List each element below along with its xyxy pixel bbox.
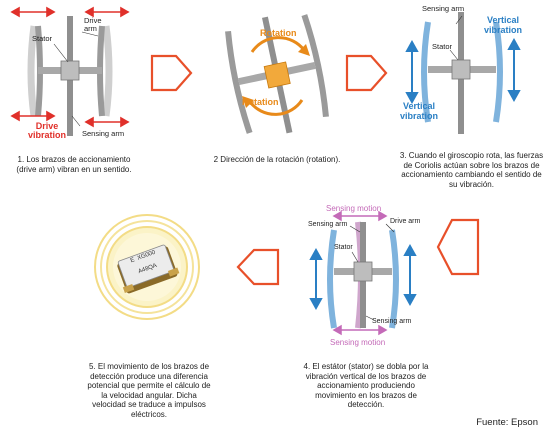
- label-stator: Stator: [32, 34, 53, 43]
- label-rotation-bottom: Rotation: [242, 97, 279, 107]
- panel-2-diagram: Rotation Rotation: [212, 12, 342, 137]
- flow-arrow-left-4: [234, 246, 280, 293]
- label-stator: Stator: [334, 244, 353, 251]
- label-sensing-motion-top: Sensing motion: [326, 204, 382, 213]
- source-credit: Fuente: Epson: [476, 417, 538, 428]
- caption-step-2: 2 Dirección de la rotación (rotation).: [213, 155, 341, 164]
- label-stator: Stator: [432, 42, 453, 51]
- label-vertical-vibration-bottom: Vertical vibration: [400, 101, 439, 121]
- caption-step-4: 4. El estátor (stator) se dobla por la v…: [303, 362, 429, 409]
- caption-step-5: 5. El movimiento de los brazos de detecc…: [87, 362, 211, 419]
- panel-4-diagram: Sensing motion Sensing arm Drive arm Sta…: [300, 204, 430, 352]
- label-sensing-motion-bottom: Sensing motion: [330, 338, 386, 347]
- panel-3-diagram: Sensing arm Stator Vertical vibration Ve…: [398, 2, 543, 142]
- flow-arrow-left-3: [436, 218, 480, 281]
- label-drive-vibration: Drive vibration: [28, 121, 67, 140]
- label-drive-arm: Drive arm: [84, 16, 102, 33]
- label-vertical-vibration-top: Vertical vibration: [484, 15, 523, 35]
- label-drive-arm: Drive arm: [390, 218, 421, 225]
- caption-step-3: 3. Cuando el giroscopio rota, las fuerza…: [399, 151, 544, 189]
- caption-step-1: 1. Los brazos de accionamiento (drive ar…: [16, 155, 132, 174]
- flow-arrow-right-1: [150, 52, 194, 99]
- panel-1-diagram: Stator Drive arm Sensing arm Drive vibra…: [10, 4, 130, 144]
- panel-5-chip-image: E XG000 A48QA: [92, 212, 202, 322]
- label-sensing-arm-top: Sensing arm: [308, 221, 348, 228]
- label-sensing-arm-bottom: Sensing arm: [372, 318, 412, 325]
- label-sensing-arm: Sensing arm: [422, 4, 465, 13]
- drive-vibration-arrow-top-left: [10, 6, 56, 18]
- flow-arrow-right-2: [345, 52, 389, 99]
- label-sensing-arm: Sensing arm: [82, 129, 125, 138]
- label-rotation-top: Rotation: [260, 28, 297, 38]
